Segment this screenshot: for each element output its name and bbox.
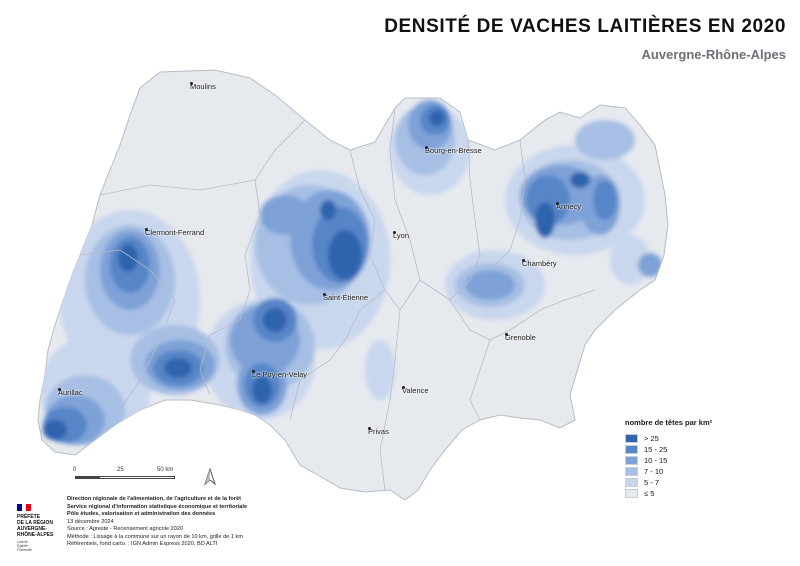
legend-item: > 25	[625, 433, 712, 444]
source-credits: Direction régionale de l'alimentation, d…	[67, 496, 248, 547]
map-title: DENSITÉ DE VACHES LAITIÈRES EN 2020	[384, 16, 786, 37]
map-subtitle: Auvergne-Rhône-Alpes	[641, 47, 786, 62]
city-label-bourg-en-bresse: Bourg-en-Bresse	[425, 146, 482, 155]
legend-label: > 25	[644, 434, 659, 443]
legend-label: 7 - 10	[644, 467, 664, 476]
city-label-privas: Privas	[368, 427, 389, 436]
density-layer	[40, 100, 662, 445]
legend-label: 15 - 25	[644, 445, 668, 454]
legend-item: 15 - 25	[625, 444, 712, 455]
legend-item: 7 - 10	[625, 466, 712, 477]
scale-label-0: 0	[73, 467, 77, 473]
legend-swatch	[625, 445, 638, 454]
department-boundaries	[79, 107, 596, 491]
scale-bar: 0 25 50 km	[73, 467, 175, 487]
legend-item: 5 - 7	[625, 477, 712, 488]
scale-label-25: 25	[117, 467, 124, 473]
city-label-lyon: Lyon	[393, 231, 409, 240]
prefecture-logo: PRÉFÈTE DE LA RÉGION AUVERGNE- RHÔNE-ALP…	[17, 504, 59, 552]
french-flag-icon	[17, 504, 32, 511]
legend-swatch	[625, 456, 638, 465]
legend-label: ≤ 5	[644, 489, 655, 498]
legend-item: ≤ 5	[625, 488, 712, 499]
logo-text: PRÉFÈTE DE LA RÉGION AUVERGNE- RHÔNE-ALP…	[17, 514, 54, 538]
legend-swatch	[625, 478, 638, 487]
legend-swatch	[625, 434, 638, 443]
city-label-chambery: Chambéry	[522, 259, 557, 268]
legend-swatch	[625, 467, 638, 476]
legend-swatch	[625, 489, 638, 498]
legend-label: 10 - 15	[644, 456, 668, 465]
city-label-moulins: Moulins	[190, 82, 216, 91]
logo-motto: Liberté Égalité Fraternité	[17, 540, 32, 552]
legend-label: 5 - 7	[644, 478, 660, 487]
city-label-saint-etienne: Saint-Étienne	[323, 293, 369, 302]
scale-label-50: 50 km	[157, 467, 174, 473]
city-label-le-puy-en-velay: Le Puy-en-Velay	[252, 370, 308, 379]
city-label-aurillac: Aurillac	[58, 388, 83, 397]
city-label-clermont-ferrand: Clermont-Ferrand	[145, 228, 205, 237]
city-label-valence: Valence	[402, 386, 429, 395]
city-label-grenoble: Grenoble	[505, 333, 536, 342]
legend-item: 10 - 15	[625, 455, 712, 466]
density-legend: nombre de têtes par km² > 25 15 - 25 10 …	[625, 418, 712, 499]
legend-title: nombre de têtes par km²	[625, 418, 713, 427]
city-label-annecy: Annecy	[556, 202, 582, 211]
north-arrow-icon	[203, 468, 217, 486]
